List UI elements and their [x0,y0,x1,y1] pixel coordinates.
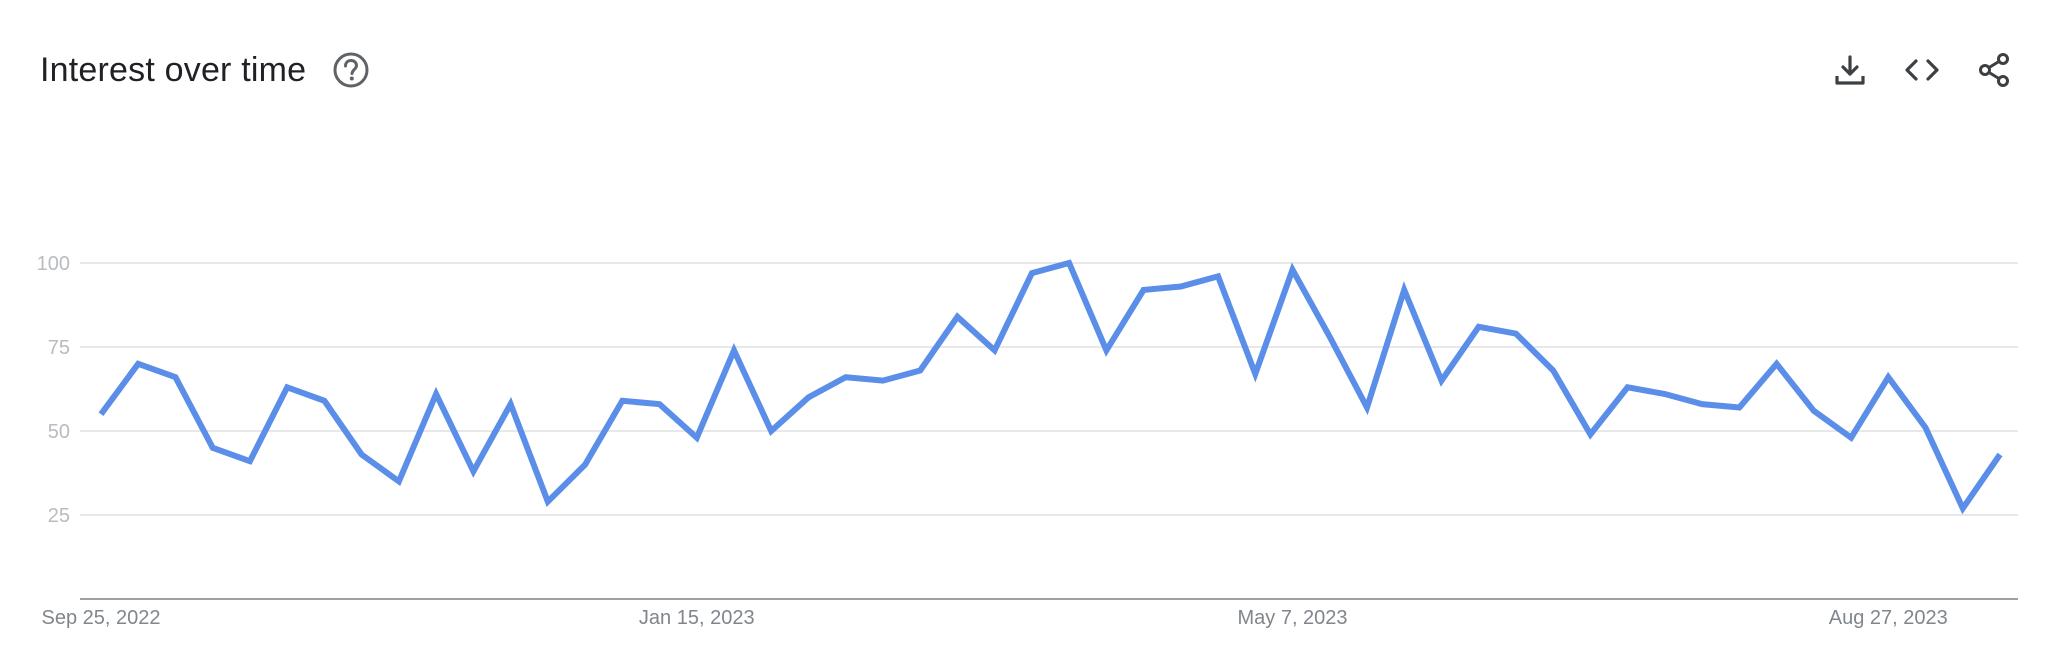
data-point[interactable] [430,388,442,400]
data-points[interactable] [95,257,2006,514]
embed-button[interactable] [1900,48,1944,92]
y-axis-ticks: 25 50 75 100 [37,253,70,527]
data-point[interactable] [691,432,703,444]
data-point[interactable] [877,375,889,387]
code-icon [1905,59,1939,81]
data-point[interactable] [579,459,591,471]
data-point[interactable] [840,371,852,383]
data-point[interactable] [1100,344,1112,356]
data-point[interactable] [654,398,666,410]
y-tick-label: 75 [48,337,70,359]
share-icon [1979,53,2009,87]
data-point[interactable] [1808,405,1820,417]
data-point[interactable] [1920,422,1932,434]
data-point[interactable] [393,475,405,487]
data-point[interactable] [1882,371,1894,383]
data-point[interactable] [728,344,740,356]
data-point[interactable] [1026,267,1038,279]
data-point[interactable] [951,311,963,323]
grid-lines [80,262,2018,516]
data-point[interactable] [914,365,926,377]
data-point[interactable] [989,344,1001,356]
data-point[interactable] [132,358,144,370]
data-point[interactable] [244,455,256,467]
data-point[interactable] [1957,502,1969,514]
data-point[interactable] [356,449,368,461]
chart-title: Interest over time [40,50,307,89]
data-point[interactable] [1845,432,1857,444]
data-point[interactable] [1771,358,1783,370]
data-point[interactable] [1361,401,1373,413]
data-point[interactable] [1324,331,1336,343]
x-tick-label: Sep 25, 2022 [42,607,161,629]
data-point[interactable] [1659,388,1671,400]
series-line [98,259,2003,515]
data-point[interactable] [1175,281,1187,293]
data-point[interactable] [802,391,814,403]
chart-actions [1800,48,2016,92]
data-point[interactable] [765,425,777,437]
data-point[interactable] [1510,328,1522,340]
x-tick-label: Aug 27, 2023 [1829,607,1948,629]
download-button[interactable] [1828,48,1872,92]
data-point[interactable] [1473,321,1485,333]
download-icon [1835,55,1865,85]
data-point[interactable] [318,395,330,407]
data-point[interactable] [1435,375,1447,387]
x-tick-label: Jan 15, 2023 [639,607,755,629]
x-tick-label: May 7, 2023 [1237,607,1347,629]
data-point[interactable] [467,465,479,477]
help-circle-icon[interactable] [332,51,370,89]
series-lines [98,259,2003,515]
data-point[interactable] [1212,270,1224,282]
data-point[interactable] [1249,368,1261,380]
y-tick-label: 50 [48,421,70,443]
data-point[interactable] [1138,284,1150,296]
data-point[interactable] [1696,398,1708,410]
data-point[interactable] [1733,401,1745,413]
data-point[interactable] [505,398,517,410]
data-point[interactable] [1584,428,1596,440]
data-point[interactable] [1622,381,1634,393]
data-point[interactable] [281,381,293,393]
data-point[interactable] [169,371,181,383]
data-point[interactable] [542,496,554,508]
data-point[interactable] [1547,365,1559,377]
data-point[interactable] [207,442,219,454]
y-tick-label: 25 [48,505,70,527]
data-point[interactable] [1287,264,1299,276]
data-point[interactable] [1063,257,1075,269]
data-point[interactable] [1994,449,2006,461]
x-axis-ticks: Sep 25, 2022 Jan 15, 2023 May 7, 2023 Aug 2… [42,607,1948,629]
data-point[interactable] [616,395,628,407]
data-point[interactable] [95,408,107,420]
data-point[interactable] [1398,284,1410,296]
y-tick-label: 100 [37,253,70,275]
chart-header: Interest over time [40,40,370,100]
share-button[interactable] [1972,48,2016,92]
